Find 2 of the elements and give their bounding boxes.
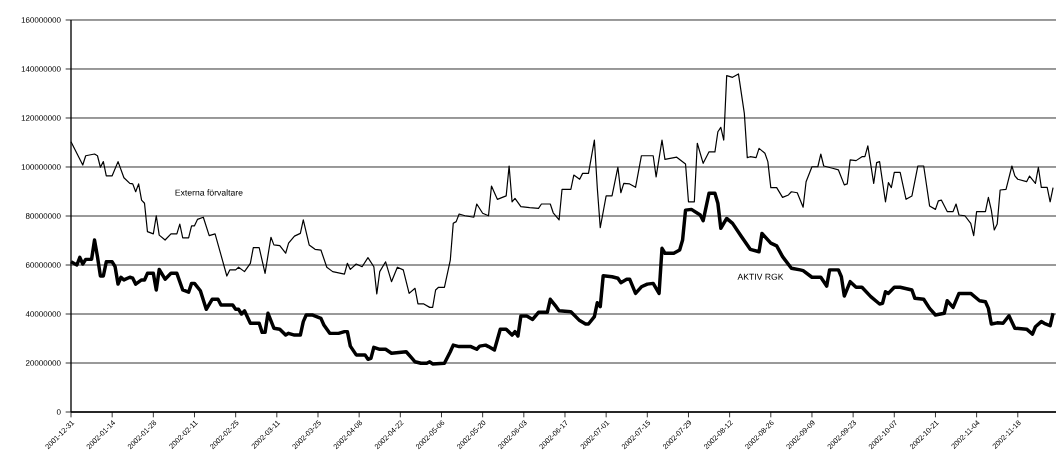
text: Externa förvaltare — [175, 189, 243, 196]
series-label: AKTIV RGK — [737, 273, 784, 280]
